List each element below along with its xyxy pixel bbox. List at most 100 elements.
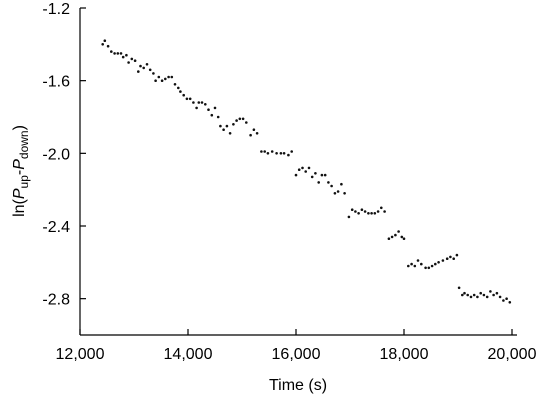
data-point xyxy=(213,106,217,110)
data-point xyxy=(154,79,157,82)
data-point xyxy=(210,113,214,117)
data-point xyxy=(266,152,270,155)
data-point xyxy=(420,262,423,266)
data-point xyxy=(390,235,394,239)
data-point xyxy=(373,212,377,215)
data-point xyxy=(232,123,235,126)
y-tick-label: -1.2 xyxy=(42,1,70,18)
data-point xyxy=(152,72,155,75)
data-point xyxy=(482,293,486,297)
data-point xyxy=(121,55,125,59)
y-axis-title-subscript-1: up xyxy=(17,175,31,189)
data-point xyxy=(347,215,351,219)
data-point xyxy=(204,103,207,106)
data-point xyxy=(216,115,220,119)
data-point xyxy=(469,295,473,299)
data-point xyxy=(380,206,383,210)
data-point xyxy=(387,237,391,240)
data-point xyxy=(225,124,229,128)
data-point xyxy=(350,208,354,211)
data-point xyxy=(113,52,116,55)
data-point xyxy=(207,108,210,111)
data-point xyxy=(323,173,327,177)
data-point xyxy=(164,77,167,81)
data-point xyxy=(101,43,104,46)
data-point xyxy=(383,210,386,213)
y-axis-title: ln(Pup-Pdown) xyxy=(11,125,31,217)
data-point xyxy=(260,150,263,153)
data-point xyxy=(249,133,252,137)
data-point xyxy=(219,124,222,128)
data-point xyxy=(137,70,140,73)
y-axis-title-suffix: ) xyxy=(11,125,28,130)
y-axis-title-dash: - xyxy=(11,170,28,175)
data-point xyxy=(106,44,110,48)
data-point xyxy=(195,106,198,110)
data-point xyxy=(466,293,470,297)
data-point xyxy=(270,150,274,153)
data-point xyxy=(402,237,406,240)
data-point xyxy=(188,97,192,101)
data-point xyxy=(177,86,180,90)
y-axis-title-symbol-1: P xyxy=(11,188,28,199)
data-point xyxy=(397,230,400,233)
y-tick-label: -2.8 xyxy=(42,292,70,309)
data-point xyxy=(452,257,456,261)
plot-area xyxy=(79,8,517,336)
data-point xyxy=(336,190,340,193)
data-point xyxy=(241,117,245,121)
data-point xyxy=(127,61,130,64)
data-point xyxy=(142,66,145,70)
data-point xyxy=(179,90,182,93)
x-tick-label: 14,000 xyxy=(164,346,213,363)
data-point xyxy=(157,75,161,79)
data-point xyxy=(301,166,304,170)
data-point xyxy=(476,295,479,299)
x-tick-label: 20,000 xyxy=(488,346,537,363)
data-point xyxy=(275,152,278,155)
data-point xyxy=(416,259,420,262)
data-point xyxy=(430,264,434,268)
data-point xyxy=(130,57,134,61)
data-point xyxy=(434,262,437,266)
x-tick-label: 18,000 xyxy=(380,346,429,363)
data-points xyxy=(101,39,512,304)
data-point xyxy=(167,75,170,79)
data-point xyxy=(245,121,248,124)
data-point xyxy=(192,101,195,104)
data-point xyxy=(424,266,427,270)
data-point xyxy=(170,75,174,79)
data-point xyxy=(116,52,120,55)
data-point xyxy=(287,153,290,157)
y-tick-label: -2.0 xyxy=(42,146,70,163)
data-point xyxy=(354,210,357,213)
data-point xyxy=(502,299,505,302)
x-axis-ticks: 12,000 14,000 16,000 18,000 20,000 xyxy=(56,329,537,363)
y-tick-label: -2.4 xyxy=(42,219,70,236)
data-point xyxy=(263,150,267,153)
data-point xyxy=(185,97,189,101)
data-point xyxy=(314,172,317,175)
data-point xyxy=(400,235,404,239)
data-point xyxy=(173,83,177,86)
data-point xyxy=(228,132,232,135)
data-point xyxy=(360,208,364,211)
x-tick-label: 12,000 xyxy=(56,346,105,363)
data-point xyxy=(449,255,452,259)
data-point xyxy=(445,257,449,261)
y-axis-ticks: -1.2 -1.6 -2.0 -2.4 -2.8 xyxy=(42,1,86,309)
data-point xyxy=(235,119,238,122)
y-axis-title-symbol-2: P xyxy=(11,159,28,170)
data-point xyxy=(255,132,259,135)
data-point xyxy=(330,184,333,188)
data-point xyxy=(238,117,242,121)
data-point xyxy=(455,253,459,257)
data-point xyxy=(498,295,502,299)
y-tick-label: -1.6 xyxy=(42,74,70,91)
data-point xyxy=(492,293,495,297)
data-point xyxy=(407,264,410,268)
y-axis-title-subscript-2: down xyxy=(17,130,31,159)
data-point xyxy=(376,210,380,213)
data-point xyxy=(294,173,298,177)
